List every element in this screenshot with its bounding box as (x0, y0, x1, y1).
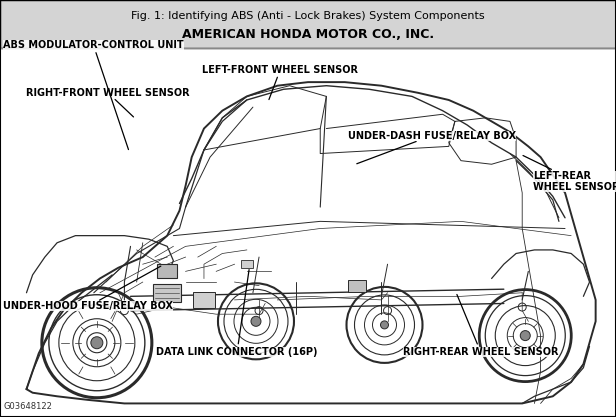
Bar (0, 0, 616, 48)
Bar (0, 48, 616, 417)
Text: Fig. 1: Identifying ABS (Anti - Lock Brakes) System Components: Fig. 1: Identifying ABS (Anti - Lock Bra… (131, 11, 485, 21)
Bar (348, 280, 366, 291)
Text: RIGHT-REAR WHEEL SENSOR: RIGHT-REAR WHEEL SENSOR (403, 294, 558, 357)
Text: DATA LINK CONNECTOR (16P): DATA LINK CONNECTOR (16P) (156, 270, 318, 357)
Circle shape (91, 337, 103, 349)
Circle shape (521, 331, 530, 341)
Text: G03648122: G03648122 (4, 402, 53, 411)
Text: AMERICAN HONDA MOTOR CO., INC.: AMERICAN HONDA MOTOR CO., INC. (182, 28, 434, 40)
Circle shape (381, 321, 389, 329)
Text: UNDER-HOOD FUSE/RELAY BOX: UNDER-HOOD FUSE/RELAY BOX (3, 266, 173, 311)
Bar (153, 284, 181, 302)
Bar (193, 292, 215, 308)
Bar (241, 260, 253, 268)
Bar (0, 0, 616, 48)
Circle shape (251, 317, 261, 327)
Text: RIGHT-FRONT WHEEL SENSOR: RIGHT-FRONT WHEEL SENSOR (26, 88, 190, 117)
Text: LEFT-REAR
WHEEL SENSOR: LEFT-REAR WHEEL SENSOR (523, 156, 616, 192)
Text: LEFT-FRONT WHEEL SENSOR: LEFT-FRONT WHEEL SENSOR (202, 65, 359, 100)
Text: UNDER-DASH FUSE/RELAY BOX: UNDER-DASH FUSE/RELAY BOX (348, 131, 516, 164)
Text: ABS MODULATOR-CONTROL UNIT: ABS MODULATOR-CONTROL UNIT (3, 40, 184, 150)
Bar (157, 264, 177, 278)
